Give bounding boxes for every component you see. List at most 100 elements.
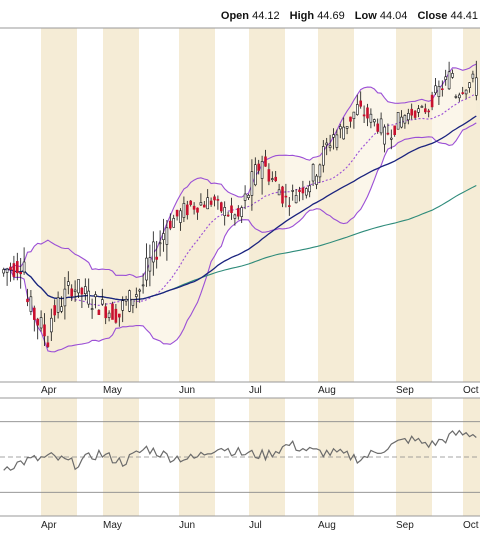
candle-up [447, 71, 451, 90]
candle-up [162, 233, 165, 240]
candle-up [39, 317, 43, 329]
candle-up [315, 175, 318, 185]
bollinger-middle-line [3, 93, 477, 306]
candle-down [423, 108, 427, 113]
candle-down [359, 100, 363, 107]
candle-up [308, 185, 312, 193]
candle-up [60, 306, 63, 312]
candle-up [332, 134, 335, 138]
candle-down [410, 108, 414, 116]
candle-down [298, 189, 301, 192]
oscillator-panel: Apr May Jun Jul Aug Sep Oct [0, 397, 480, 531]
candle-up [417, 108, 420, 113]
candle-up [400, 116, 403, 128]
candle-up [90, 308, 94, 310]
price-month-label: Aug [318, 385, 336, 396]
candle-down [287, 205, 291, 207]
candle-up [124, 298, 128, 302]
bollinger-lower-line [3, 122, 477, 353]
candle-up [338, 126, 342, 130]
candle-down [366, 107, 369, 119]
candle-up [223, 207, 226, 216]
candle-down [430, 94, 434, 108]
candle-up [240, 207, 243, 217]
price-month-label: Oct [463, 385, 479, 396]
candle-up [107, 312, 111, 318]
osc-month-label: Sep [396, 520, 414, 531]
candle-down [281, 186, 284, 204]
open-label: Open [220, 10, 250, 22]
candle-up [152, 241, 155, 263]
candle-up [457, 94, 461, 99]
candle-down [32, 307, 36, 320]
osc-month-label: May [103, 520, 122, 531]
candle-up [67, 281, 70, 286]
bollinger-upper-line [3, 63, 477, 278]
candle-down [43, 324, 46, 337]
candle-up [250, 171, 254, 196]
candle-down [230, 205, 233, 214]
candle-down [192, 205, 196, 210]
candle-up [420, 106, 424, 108]
candle-up [49, 317, 53, 333]
candle-down [461, 92, 465, 94]
candle-up [135, 294, 138, 297]
close-label: Close [417, 10, 448, 22]
candle-up [94, 294, 97, 298]
candle-up [304, 188, 308, 196]
candle-up [403, 115, 407, 124]
candle-down [53, 305, 57, 316]
osc-month-label: Oct [463, 520, 479, 531]
candle-up [22, 261, 26, 273]
candle-down [203, 204, 206, 208]
candle-up [328, 145, 332, 149]
candle-down [349, 116, 352, 122]
price-month-stripe [396, 28, 432, 382]
price-month-label: Sep [396, 385, 414, 396]
candle-up [434, 85, 437, 94]
candle-down [12, 263, 16, 277]
candle-up [172, 218, 175, 228]
candle-up [444, 76, 448, 80]
candle-up [128, 290, 131, 312]
candle-down [175, 209, 179, 217]
bollinger-band-fill [3, 64, 477, 352]
candle-down [169, 220, 172, 229]
candle-up [437, 86, 441, 98]
candle-up [311, 164, 315, 182]
candle-up [321, 146, 325, 166]
candle-up [355, 104, 359, 115]
candle-up [5, 268, 9, 273]
candle-up [254, 164, 257, 186]
candle-up [145, 257, 148, 281]
candle-up [468, 82, 471, 88]
price-panel: Apr May Jun Jul Aug Sep Oct [0, 27, 480, 396]
high-label: High [289, 10, 315, 22]
candle-up [141, 284, 145, 287]
candle-up [318, 164, 322, 178]
candle-up [383, 126, 386, 145]
candle-up [474, 77, 478, 96]
price-month-label: Apr [41, 385, 57, 396]
candle-up [2, 269, 6, 274]
candle-down [70, 288, 73, 297]
candle-up [471, 73, 475, 79]
candle-up [291, 190, 295, 192]
candle-down [36, 318, 40, 326]
candle-down [301, 187, 305, 194]
candle-up [270, 178, 274, 180]
open-value: 44.12 [252, 10, 280, 22]
candle-down [26, 298, 29, 303]
candle-up [379, 118, 383, 134]
candle-down [155, 256, 158, 260]
candle-down [104, 306, 107, 319]
candle-down [15, 261, 19, 274]
high-value: 44.69 [317, 10, 345, 22]
osc-month-label: Aug [318, 520, 336, 531]
candle-up [73, 289, 77, 292]
candle-down [213, 196, 216, 201]
candle-up [179, 210, 182, 223]
candle-up [29, 296, 33, 312]
price-month-label: Jun [179, 385, 195, 396]
